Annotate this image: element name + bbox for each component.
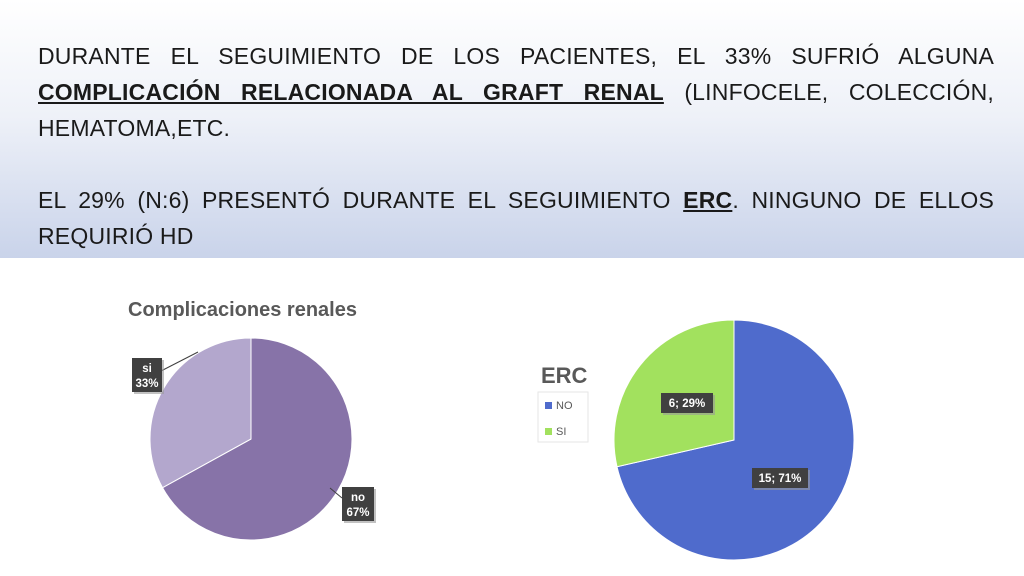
chart2-label-si: 6; 29% <box>661 393 715 415</box>
para1-text: DURANTE EL SEGUIMIENTO DE LOS PACIENTES,… <box>38 43 994 69</box>
paragraph-complications: DURANTE EL SEGUIMIENTO DE LOS PACIENTES,… <box>38 38 994 146</box>
chart1-slice-no <box>161 337 353 541</box>
chart1-label-no-box <box>342 487 374 521</box>
chart1-label-si: si 33% <box>132 358 164 394</box>
chart1-label-si-box <box>132 358 162 392</box>
legend-swatch-si <box>545 428 552 435</box>
chart2-label-si-box <box>661 393 713 413</box>
legend-label-no: NO <box>556 400 573 412</box>
chart1-slice-si <box>149 337 252 489</box>
para1-emphasis: COMPLICACIÓN RELACIONADA AL GRAFT RENAL <box>38 79 664 105</box>
chart1-leader-si <box>160 351 199 372</box>
chart2-title: ERC <box>541 363 588 388</box>
text-banner: DURANTE EL SEGUIMIENTO DE LOS PACIENTES,… <box>0 0 1024 258</box>
chart1-label-no-text-2: 67% <box>346 507 369 519</box>
para2-text-end: . NINGUNO DE ELLOS REQUIRIÓ HD <box>38 187 994 249</box>
legend-swatch-no <box>545 402 552 409</box>
chart1-label-no: no 67% <box>342 487 376 523</box>
chart2-label-no: 15; 71% <box>752 468 810 490</box>
chart2-label-si-text-1: 6; 29% <box>669 398 705 410</box>
para1-text-end: (LINFOCELE, COLECCIÓN, HEMATOMA,ETC. <box>38 79 994 141</box>
chart1-label-si-text-2: 33% <box>135 378 158 390</box>
paragraph-erc: EL 29% (N:6) PRESENTÓ DURANTE EL SEGUIMI… <box>38 182 994 254</box>
legend-label-si: SI <box>556 426 566 438</box>
chart1-leader-no <box>329 487 343 499</box>
chart2-legend: NO SI <box>537 391 589 443</box>
para2-text: EL 29% (N:6) PRESENTÓ DURANTE EL SEGUIMI… <box>38 187 684 213</box>
chart1-title: Complicaciones renales <box>128 299 357 321</box>
chart1-label-si-text-1: si <box>142 363 152 375</box>
para2-emphasis: ERC <box>683 187 733 213</box>
chart1-label-no-text-1: no <box>351 492 365 504</box>
chart2-label-no-box <box>752 468 808 488</box>
chart2-slice-no <box>616 319 855 561</box>
chart2-label-no-text-1: 15; 71% <box>759 473 802 485</box>
